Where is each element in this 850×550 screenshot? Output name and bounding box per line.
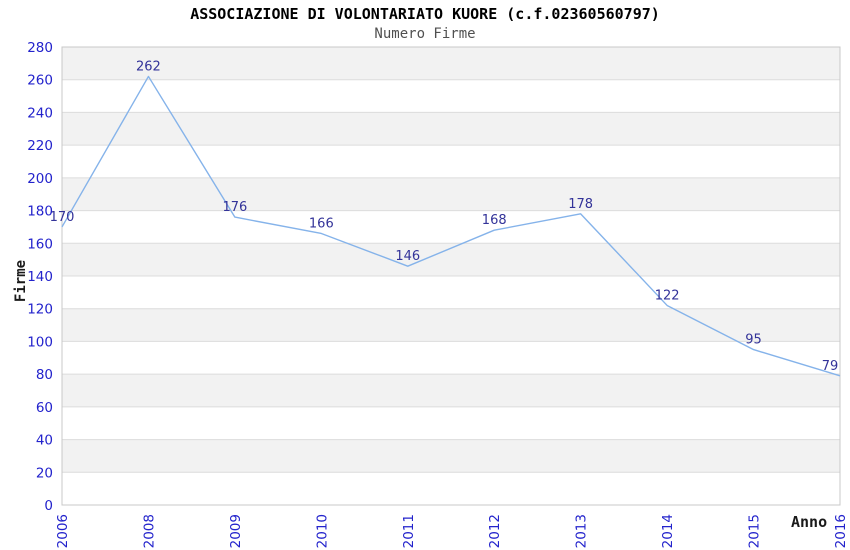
x-tick-label: 2009 bbox=[228, 514, 244, 548]
data-point-label: 262 bbox=[136, 59, 161, 74]
plot-band bbox=[62, 374, 840, 407]
plot-band bbox=[62, 47, 840, 80]
x-tick-label: 2013 bbox=[574, 514, 590, 548]
y-tick-label: 40 bbox=[36, 433, 53, 449]
y-tick-label: 200 bbox=[27, 171, 53, 187]
y-tick-label: 20 bbox=[36, 465, 53, 481]
data-point-label: 166 bbox=[309, 216, 334, 231]
data-point-label: 178 bbox=[568, 197, 593, 212]
y-tick-label: 80 bbox=[36, 367, 53, 383]
data-line bbox=[61, 75, 841, 377]
y-tick-label: 280 bbox=[27, 40, 53, 56]
y-tick-label: 160 bbox=[27, 236, 53, 252]
chart-subtitle: Numero Firme bbox=[374, 26, 476, 42]
plot-frame bbox=[61, 46, 841, 506]
y-tick-label: 220 bbox=[27, 138, 53, 154]
plot-band bbox=[62, 177, 840, 211]
x-axis-title: Anno bbox=[791, 513, 828, 531]
data-point-label: 168 bbox=[482, 213, 507, 228]
data-point-label: 122 bbox=[655, 288, 680, 303]
plot-band bbox=[62, 112, 840, 146]
y-tick-label: 0 bbox=[44, 498, 53, 514]
data-point-label: 170 bbox=[50, 210, 75, 225]
y-tick-label: 180 bbox=[27, 204, 53, 220]
x-tick-label: 2011 bbox=[401, 514, 417, 548]
data-point-label: 95 bbox=[745, 333, 762, 348]
x-tick-label: 2006 bbox=[55, 514, 71, 548]
y-tick-label: 140 bbox=[27, 269, 53, 285]
data-point-label: 146 bbox=[395, 249, 420, 264]
x-tick-label: 2016 bbox=[833, 514, 849, 548]
data-point-label: 176 bbox=[222, 200, 247, 215]
y-tick-label: 100 bbox=[27, 334, 53, 350]
y-tick-label: 120 bbox=[27, 302, 53, 318]
plot-band bbox=[62, 308, 840, 342]
y-tick-label: 240 bbox=[27, 105, 53, 121]
x-tick-label: 2014 bbox=[660, 514, 676, 548]
x-tick-label: 2015 bbox=[747, 514, 763, 548]
x-tick-label: 2010 bbox=[314, 514, 330, 548]
data-point-label: 79 bbox=[822, 359, 839, 374]
x-tick-label: 2012 bbox=[487, 514, 503, 548]
chart-title: ASSOCIAZIONE DI VOLONTARIATO KUORE (c.f.… bbox=[190, 5, 660, 23]
y-tick-label: 60 bbox=[36, 400, 53, 416]
y-tick-label: 260 bbox=[27, 73, 53, 89]
x-tick-label: 2008 bbox=[141, 514, 157, 548]
plot-band bbox=[62, 439, 840, 473]
